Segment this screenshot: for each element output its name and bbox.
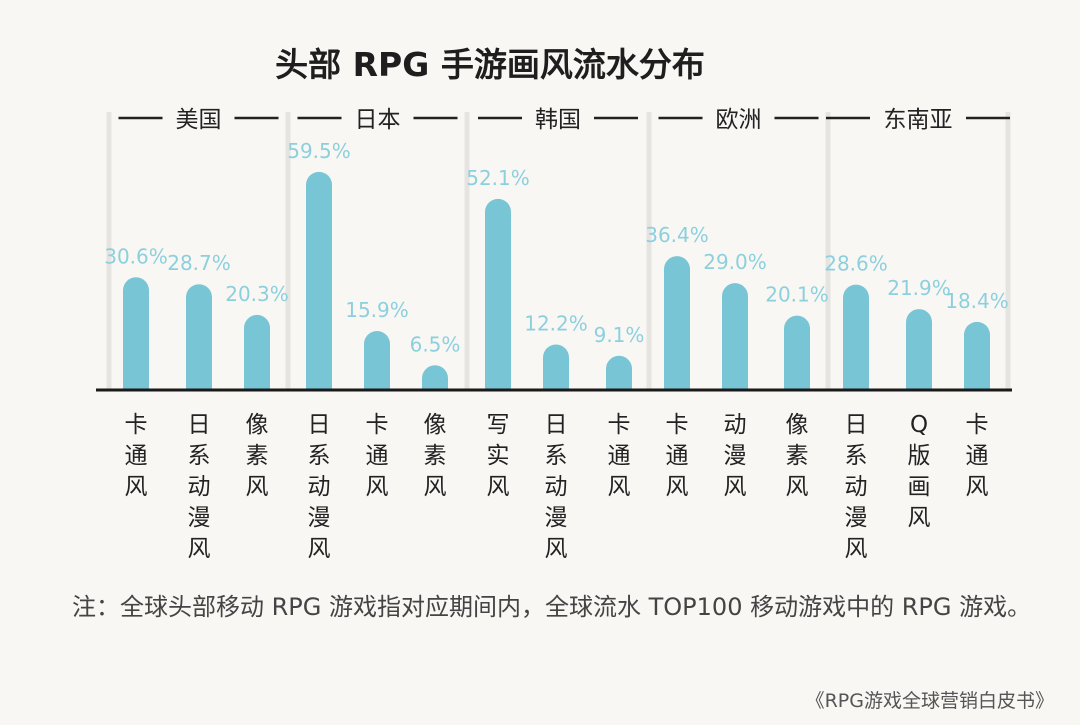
bar [606,355,632,389]
category-label-char: 风 [666,474,689,500]
data-label: 15.9% [345,298,409,322]
category-label-char: 实 [487,443,510,469]
category-label-char: 卡 [366,412,389,438]
category-label-char: 风 [724,474,747,500]
category-label-char: 动 [724,412,747,438]
bar [964,321,990,389]
category-label-char: 日 [545,412,568,438]
category-label-char: 动 [188,474,211,500]
category-label-char: Q [910,412,928,438]
bar [244,314,270,389]
bar [123,277,149,389]
data-label: 12.2% [524,311,588,335]
chart-title: 头部 RPG 手游画风流水分布 [275,45,705,84]
data-label: 52.1% [466,166,530,190]
category-label-char: 漫 [188,505,211,531]
category-label-char: 像 [424,412,447,438]
category-label-char: 卡 [666,412,689,438]
category-label-char: 通 [608,443,631,469]
data-label: 28.6% [824,252,888,276]
category-label-char: 风 [966,474,989,500]
category-label-char: 风 [308,536,331,562]
category-label-char: 风 [424,474,447,500]
category-label-char: 素 [424,443,447,469]
category-label-char: 写 [487,412,510,438]
group-label: 欧洲 [716,107,762,133]
data-label: 20.3% [225,282,289,306]
category-label-char: 系 [308,443,331,469]
bar [306,171,332,389]
category-label-char: 像 [786,412,809,438]
category-label-char: 日 [845,412,868,438]
group-label: 美国 [176,107,222,133]
category-label-char: 通 [666,443,689,469]
category-label-char: 风 [545,536,568,562]
category-label-char: 日 [308,412,331,438]
category-label-char: 日 [188,412,211,438]
bar [186,284,212,389]
category-label-char: 动 [545,474,568,500]
category-label-char: 卡 [608,412,631,438]
category-label-char: 漫 [545,505,568,531]
category-label-char: 漫 [724,443,747,469]
category-label-char: 漫 [845,505,868,531]
category-label-char: 风 [246,474,269,500]
bar [485,198,511,389]
category-label-char: 风 [786,474,809,500]
data-label: 36.4% [645,223,709,247]
category-label-char: 漫 [308,505,331,531]
category-label-char: 风 [908,505,931,531]
category-label-char: 动 [845,474,868,500]
bar [422,365,448,389]
category-label-char: 风 [608,474,631,500]
category-label-char: 系 [545,443,568,469]
bar [543,344,569,389]
category-label-char: 像 [246,412,269,438]
bar [906,309,932,389]
data-label: 28.7% [167,251,231,275]
bar-chart: 美国30.6%卡通风28.7%日系动漫风20.3%像素风日本59.5%日系动漫风… [96,107,1012,562]
data-label: 20.1% [765,283,829,307]
data-label: 18.4% [945,289,1009,313]
bar [664,256,690,389]
category-label-char: 动 [308,474,331,500]
category-label-char: 系 [188,443,211,469]
data-label: 30.6% [104,244,168,268]
bar [364,330,390,389]
category-label-char: 风 [188,536,211,562]
group-label: 日本 [355,107,401,133]
data-label: 59.5% [287,139,351,163]
data-label: 21.9% [887,276,951,300]
group-label: 韩国 [535,107,581,133]
category-label-char: 卡 [125,412,148,438]
category-label-char: 风 [125,474,148,500]
source-citation: 《RPG游戏全球营销白皮书》 [805,690,1054,712]
bar [843,284,869,389]
category-label-char: 通 [125,443,148,469]
footnote: 注：全球头部移动 RPG 游戏指对应期间内，全球流水 TOP100 移动游戏中的… [72,593,1032,621]
bar [784,315,810,389]
category-label-char: 画 [908,474,931,500]
category-label-char: 通 [366,443,389,469]
data-label: 29.0% [703,250,767,274]
category-label-char: 版 [908,443,931,469]
category-label-char: 卡 [966,412,989,438]
category-label-char: 素 [246,443,269,469]
category-label-char: 素 [786,443,809,469]
group-label: 东南亚 [884,107,953,133]
category-label-char: 风 [487,474,510,500]
data-label: 6.5% [410,332,461,356]
category-label-char: 风 [366,474,389,500]
bar [722,283,748,389]
category-label-char: 通 [966,443,989,469]
category-label-char: 风 [845,536,868,562]
data-label: 9.1% [594,323,645,347]
category-label-char: 系 [845,443,868,469]
